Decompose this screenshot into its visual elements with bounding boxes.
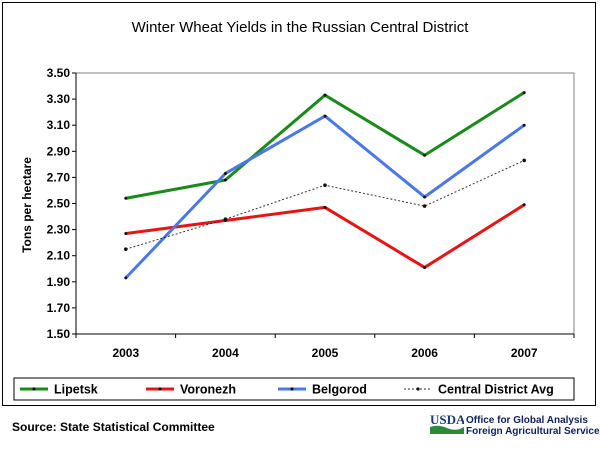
data-point-central-district-avg (422, 204, 427, 208)
data-point-belgorod (124, 276, 128, 280)
plot-area (75, 72, 575, 335)
agency-name: Office for Global Analysis Foreign Agric… (466, 415, 600, 437)
x-tick-label: 2004 (212, 346, 239, 360)
x-tick-label: 2007 (511, 346, 538, 360)
legend-label: Belgorod (312, 383, 367, 397)
legend-label: Lipetsk (54, 383, 98, 397)
data-point-belgorod (423, 195, 427, 199)
x-tick-label: 2003 (112, 346, 139, 360)
agency-line-2: Foreign Agricultural Service (466, 426, 600, 437)
x-tick-label: 2005 (312, 346, 339, 360)
y-tick-label: 1.70 (47, 301, 71, 315)
data-point-central-district-avg (323, 183, 327, 188)
legend-marker (290, 387, 294, 391)
y-tick-label: 2.30 (47, 223, 71, 237)
data-point-lipetsk (124, 196, 128, 200)
y-tick-label: 3.30 (47, 92, 71, 106)
data-point-central-district-avg (522, 158, 526, 163)
data-point-voronezh (522, 203, 526, 207)
legend-label: Central District Avg (438, 383, 554, 397)
data-point-belgorod (522, 123, 526, 127)
data-point-central-district-avg (124, 247, 128, 251)
y-tick-label: 1.50 (47, 327, 71, 341)
y-tick-label: 2.90 (47, 144, 71, 158)
legend-label: Voronezh (180, 383, 236, 397)
data-point-voronezh (124, 232, 128, 236)
data-point-voronezh (423, 265, 427, 269)
y-tick-label: 2.10 (47, 249, 71, 263)
agency-line-1: Office for Global Analysis (466, 415, 588, 426)
legend-marker (158, 387, 162, 391)
x-tick-label: 2006 (411, 346, 438, 360)
line-chart: 1.50 1.70 1.90 2.10 2.30 2.50 2.70 2.90 3.10 3.30… (13, 66, 575, 401)
legend: Lipetsk Voronezh Belgorod Central District … (13, 377, 575, 401)
data-point-lipetsk (423, 153, 427, 157)
y-tick-label: 1.90 (47, 275, 71, 289)
source-note: Source: State Statistical Committee (12, 420, 215, 434)
y-tick-label: 3.50 (47, 66, 71, 80)
data-point-belgorod (323, 114, 327, 118)
legend-marker (32, 387, 36, 391)
data-point-lipetsk (522, 91, 526, 95)
data-point-belgorod (223, 171, 227, 175)
usda-logo: USDA (430, 412, 464, 434)
data-point-lipetsk (323, 93, 327, 97)
chart-title: Winter Wheat Yields in the Russian Centr… (131, 19, 469, 36)
y-tick-label: 2.50 (47, 197, 71, 211)
y-tick-label: 3.10 (47, 118, 71, 132)
data-point-lipetsk (223, 178, 227, 182)
data-point-central-district-avg (223, 217, 228, 221)
y-axis-label: Tons per hectare (20, 157, 34, 253)
y-tick-label: 2.70 (47, 170, 71, 184)
data-point-voronezh (323, 205, 327, 209)
svg-text:USDA: USDA (430, 412, 464, 427)
legend-marker (416, 387, 420, 391)
